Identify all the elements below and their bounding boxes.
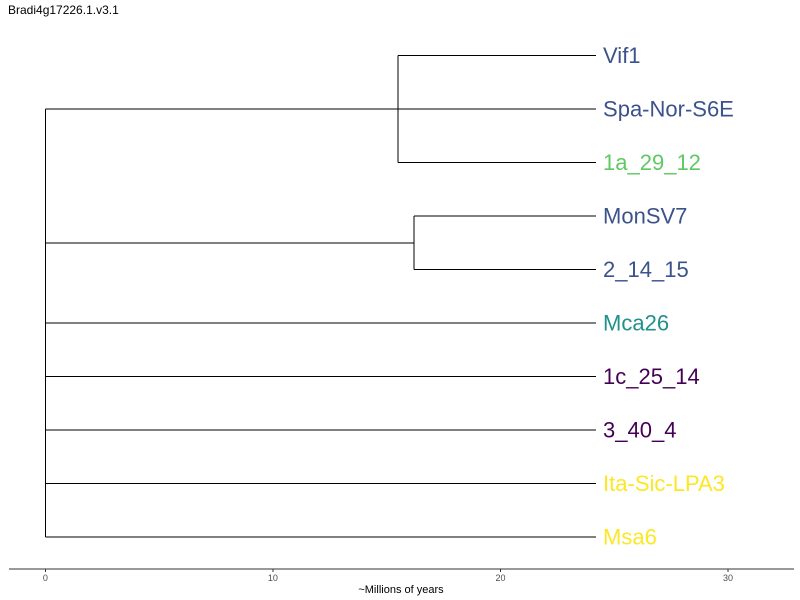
tip-label: 3_40_4: [603, 418, 676, 443]
tree-branches: [44, 55, 597, 538]
x-tick-label: 30: [723, 573, 733, 583]
x-tick-label: 10: [268, 573, 278, 583]
tip-label: 1a_29_12: [603, 150, 701, 175]
tip-label: Spa-Nor-S6E: [603, 97, 734, 122]
x-tick-label: 0: [43, 573, 48, 583]
chart-title: Bradi4g17226.1.v3.1: [8, 3, 119, 17]
x-axis-label: ~Millions of years: [358, 584, 444, 596]
tip-label: Vif1: [603, 43, 641, 68]
x-axis-ticks: 0 10 20 30: [43, 569, 733, 583]
tip-labels: Vif1 Spa-Nor-S6E 1a_29_12 MonSV7 2_14_15 Mca2…: [603, 43, 734, 550]
tip-label: Msa6: [603, 525, 657, 550]
tip-label: 1c_25_14: [603, 364, 700, 389]
x-tick-label: 20: [495, 573, 505, 583]
tip-label: MonSV7: [603, 204, 687, 229]
tip-label: Ita-Sic-LPA3: [603, 471, 725, 496]
tip-label: 2_14_15: [603, 257, 689, 282]
tip-label: Mca26: [603, 311, 669, 336]
